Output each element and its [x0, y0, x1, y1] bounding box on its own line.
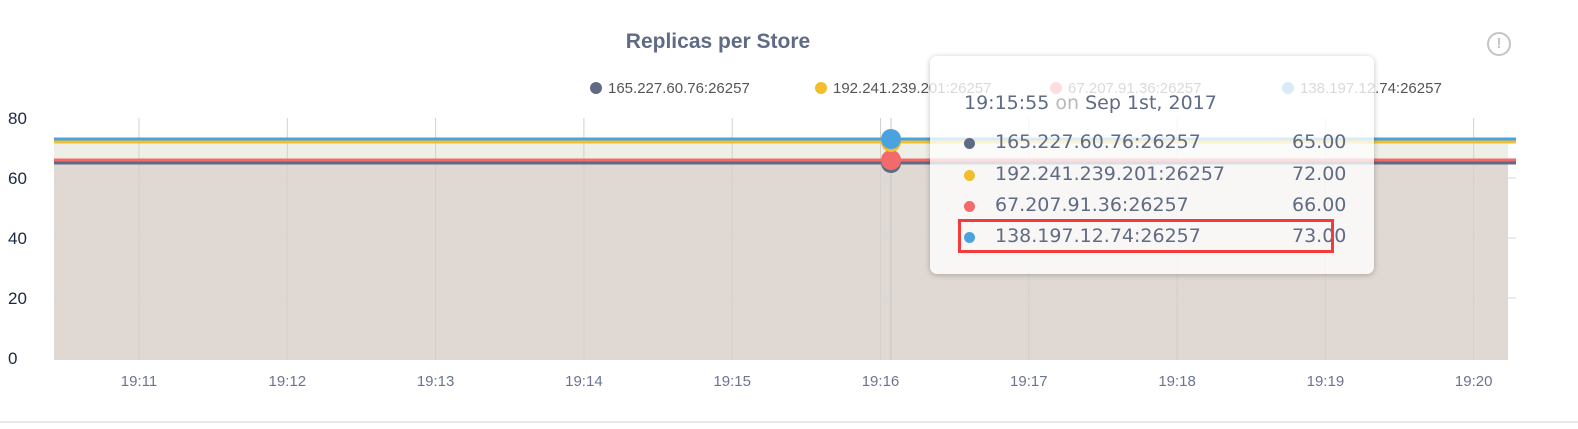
chart-title: Replicas per Store — [625, 30, 811, 53]
y-tick-label: 80 — [8, 109, 27, 128]
x-tick-label: 19:12 — [269, 373, 307, 390]
y-tick-label: 20 — [8, 289, 27, 308]
y-tick-label: 0 — [8, 349, 17, 368]
divider — [0, 421, 1578, 423]
info-icon[interactable]: ! — [1487, 32, 1511, 56]
x-tick-label: 19:20 — [1455, 373, 1493, 390]
x-tick-label: 19:19 — [1307, 373, 1345, 390]
x-tick-label: 19:16 — [862, 373, 900, 390]
series-point — [881, 129, 901, 149]
area-fill — [54, 163, 1508, 360]
x-tick-label: 19:13 — [417, 373, 455, 390]
legend-item[interactable]: 165.227.60.76:26257 — [590, 80, 750, 97]
x-tick-label: 19:17 — [1010, 373, 1048, 390]
y-tick-label: 40 — [8, 229, 27, 248]
legend-dot — [590, 82, 602, 94]
x-tick-label: 19:18 — [1158, 373, 1196, 390]
x-tick-label: 19:14 — [565, 373, 603, 390]
y-tick-label: 60 — [8, 169, 27, 188]
x-tick-label: 19:11 — [121, 373, 157, 390]
series-point — [881, 150, 901, 170]
legend-dot — [815, 82, 827, 94]
legend-label: 165.227.60.76:26257 — [608, 80, 750, 97]
x-tick-label: 19:15 — [713, 373, 751, 390]
